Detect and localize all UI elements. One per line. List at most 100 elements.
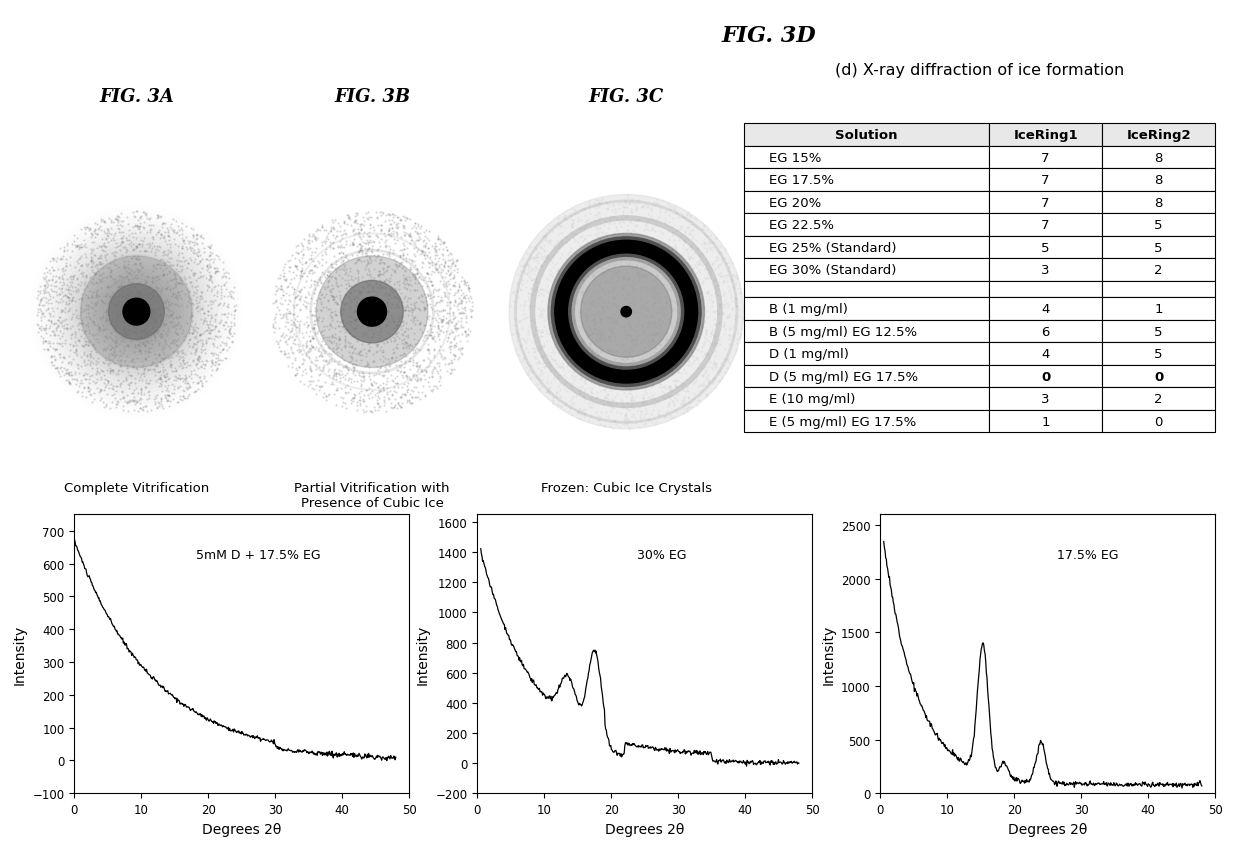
Point: [709, 317, 729, 331]
Point: [394, 348, 414, 361]
Point: [444, 320, 464, 333]
Point: [601, 265, 621, 279]
Point: [166, 319, 186, 333]
Point: [208, 253, 228, 267]
Point: [646, 295, 666, 309]
Point: [130, 402, 150, 415]
Point: [590, 222, 610, 235]
Point: [598, 388, 618, 402]
Point: [374, 391, 394, 404]
Point: [730, 285, 750, 299]
Point: [110, 289, 130, 302]
Point: [206, 309, 226, 322]
Text: 30% EG: 30% EG: [637, 549, 686, 561]
Point: [140, 325, 160, 338]
Point: [398, 323, 418, 337]
Point: [600, 217, 620, 230]
Point: [181, 244, 201, 257]
Point: [38, 343, 58, 356]
Point: [27, 309, 47, 322]
Point: [143, 264, 162, 278]
Point: [440, 253, 460, 267]
Point: [640, 359, 660, 372]
Point: [649, 249, 668, 262]
Point: [263, 296, 283, 310]
Point: [88, 265, 108, 279]
Point: [645, 398, 665, 411]
Point: [143, 306, 162, 319]
Point: [224, 304, 244, 317]
Point: [532, 329, 552, 343]
Point: [130, 296, 150, 310]
Point: [398, 372, 418, 386]
Point: [192, 237, 212, 251]
Point: [562, 262, 582, 275]
Point: [181, 307, 201, 321]
Point: [575, 407, 595, 420]
Point: [511, 265, 531, 279]
Point: [290, 304, 310, 317]
Point: [69, 316, 89, 330]
Point: [423, 362, 443, 376]
Point: [370, 273, 389, 287]
Point: [599, 324, 619, 338]
Point: [56, 366, 76, 380]
Point: [299, 267, 319, 280]
Point: [587, 194, 606, 208]
Point: [319, 270, 339, 284]
Point: [373, 383, 393, 397]
Point: [310, 292, 330, 306]
Point: [537, 371, 557, 384]
Point: [310, 350, 330, 364]
Point: [460, 302, 480, 316]
Point: [156, 276, 176, 289]
Point: [577, 349, 596, 362]
Point: [677, 404, 697, 418]
Point: [108, 396, 128, 409]
Point: [598, 410, 618, 424]
Point: [655, 301, 675, 315]
Point: [727, 323, 746, 337]
Point: [190, 257, 210, 270]
Point: [67, 272, 87, 285]
Point: [157, 349, 177, 362]
Point: [606, 315, 626, 328]
Point: [382, 314, 402, 327]
Point: [371, 400, 391, 414]
Point: [621, 203, 641, 217]
Point: [394, 281, 414, 295]
Point: [315, 338, 335, 351]
Point: [589, 293, 609, 306]
X-axis label: Degrees 2θ: Degrees 2θ: [202, 821, 281, 836]
Point: [279, 351, 299, 365]
Point: [590, 213, 610, 226]
Point: [114, 255, 134, 268]
Point: [676, 367, 696, 381]
Point: [572, 380, 591, 393]
Point: [652, 303, 672, 316]
Point: [293, 257, 312, 271]
Point: [206, 320, 226, 333]
Point: [358, 338, 378, 352]
Point: [546, 295, 565, 309]
Point: [124, 297, 144, 311]
Point: [408, 277, 428, 290]
Point: [155, 375, 175, 388]
Point: [512, 313, 532, 327]
Point: [456, 289, 476, 302]
Point: [523, 273, 543, 287]
Point: [651, 349, 671, 362]
Point: [97, 330, 117, 344]
Point: [508, 327, 528, 341]
Point: [703, 375, 723, 388]
Point: [419, 319, 439, 333]
Point: [529, 283, 549, 296]
Point: [613, 214, 632, 227]
Point: [98, 375, 118, 388]
Point: [646, 350, 666, 364]
Point: [308, 327, 327, 340]
Point: [693, 370, 713, 383]
Point: [342, 273, 362, 287]
Point: [727, 272, 746, 285]
Point: [350, 302, 370, 316]
